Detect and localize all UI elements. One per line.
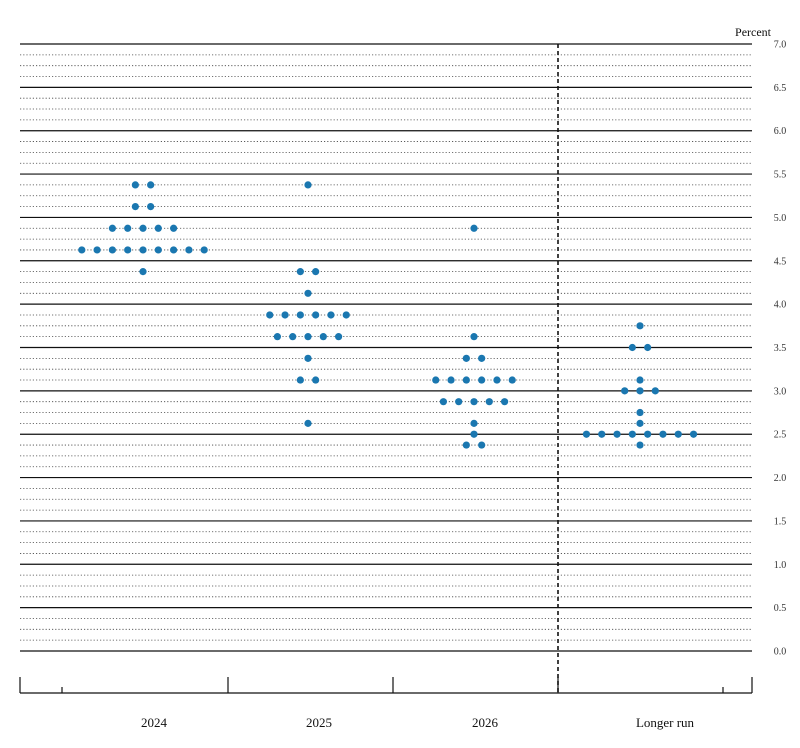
projection-dot — [139, 224, 147, 232]
x-tick-label: 2026 — [472, 715, 499, 730]
projection-dot — [470, 419, 478, 427]
projection-dot — [478, 376, 486, 384]
y-tick-label: 7.0 — [774, 40, 787, 51]
projection-dot — [304, 181, 312, 189]
projection-dot — [621, 387, 629, 395]
projection-dot — [455, 398, 463, 406]
projection-dot — [582, 430, 591, 438]
projection-dot — [296, 376, 304, 384]
projection-dot — [124, 224, 132, 232]
projection-dot — [636, 322, 644, 330]
projection-dot — [462, 441, 470, 449]
projection-dot — [296, 311, 304, 319]
projection-dot — [266, 311, 274, 319]
projection-dot — [644, 343, 652, 352]
projection-dot — [485, 398, 493, 406]
projection-dot — [447, 376, 455, 384]
projection-dot — [493, 376, 501, 384]
projection-dot — [636, 419, 644, 427]
projection-dot — [598, 430, 606, 438]
y-tick-label: 6.0 — [774, 126, 787, 137]
y-tick-label: 6.5 — [774, 83, 787, 94]
projection-dot — [108, 224, 116, 232]
projection-dot — [312, 311, 320, 319]
y-tick-label: 5.5 — [774, 170, 787, 181]
projection-dot — [478, 354, 486, 362]
projection-dot — [139, 268, 147, 276]
projection-dot — [462, 354, 470, 362]
y-tick-label: 1.5 — [774, 516, 787, 527]
projection-dot — [327, 311, 335, 319]
projection-dot — [462, 376, 470, 384]
projection-dot — [304, 333, 312, 341]
projection-dot — [636, 408, 644, 417]
y-axis-unit-label: Percent — [735, 25, 772, 39]
projection-dot — [147, 181, 155, 189]
projection-dot — [154, 224, 162, 232]
projection-dot — [319, 333, 327, 341]
projection-dot — [131, 181, 139, 189]
projection-dot — [289, 333, 297, 341]
projection-dot — [170, 224, 178, 232]
projection-dot — [470, 333, 478, 341]
projection-dot — [93, 246, 101, 254]
projection-dot — [628, 343, 636, 352]
projection-dot — [674, 430, 682, 438]
projection-dot — [613, 430, 621, 438]
x-tick-label: 2024 — [141, 715, 168, 730]
projection-dot — [304, 354, 312, 362]
y-tick-label: 4.0 — [774, 300, 787, 311]
projection-dot — [131, 202, 139, 211]
projection-dot — [651, 387, 659, 395]
projection-dot — [124, 246, 132, 254]
projection-dot — [200, 246, 208, 254]
projection-dot — [108, 246, 116, 254]
projection-dot — [470, 430, 478, 438]
projection-dot — [478, 441, 486, 449]
projection-dot — [439, 398, 447, 406]
projection-dot — [636, 441, 644, 449]
projection-dot — [273, 333, 281, 341]
y-tick-label: 3.0 — [774, 386, 787, 397]
projection-dot — [508, 376, 516, 384]
y-tick-label: 3.5 — [774, 343, 787, 354]
projection-dot — [342, 311, 350, 319]
projection-dot — [78, 246, 86, 254]
y-tick-label: 0.0 — [774, 647, 787, 658]
projection-dot — [689, 430, 698, 438]
projection-dot — [628, 430, 636, 438]
projection-dot — [304, 289, 312, 297]
x-tick-label: Longer run — [636, 715, 695, 730]
y-tick-label: 4.5 — [774, 256, 787, 267]
projection-dot — [501, 398, 509, 406]
projection-dot — [335, 333, 343, 341]
y-tick-label: 0.5 — [774, 603, 787, 614]
y-tick-label: 2.0 — [774, 473, 787, 484]
projection-dot — [659, 430, 667, 438]
projection-dot — [154, 246, 162, 254]
projection-dot — [432, 376, 440, 384]
y-tick-label: 5.0 — [774, 213, 787, 224]
y-tick-label: 2.5 — [774, 430, 787, 441]
projection-dot — [296, 268, 304, 276]
projection-dot — [170, 246, 178, 254]
projection-dot — [312, 376, 320, 384]
projection-dot — [304, 419, 312, 427]
projection-dot — [470, 398, 478, 406]
projection-dot — [636, 376, 644, 384]
projection-dot — [312, 268, 320, 276]
projection-dot — [185, 246, 193, 254]
projection-dot — [636, 387, 644, 395]
projection-dot — [644, 430, 652, 438]
projection-dot — [147, 202, 155, 211]
x-tick-label: 2025 — [306, 715, 332, 730]
y-tick-label: 1.0 — [774, 560, 787, 571]
projection-dot — [470, 224, 478, 232]
projection-dot — [281, 311, 289, 319]
projection-dot — [139, 246, 147, 254]
